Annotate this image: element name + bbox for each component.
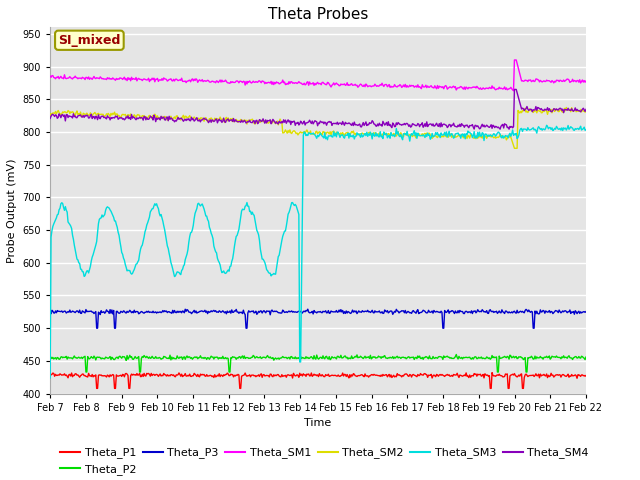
Title: Theta Probes: Theta Probes [268,7,368,22]
X-axis label: Time: Time [305,418,332,428]
Text: SI_mixed: SI_mixed [58,34,120,47]
Y-axis label: Probe Output (mV): Probe Output (mV) [7,158,17,263]
Legend: Theta_P1, Theta_P2, Theta_P3, Theta_SM1, Theta_SM2, Theta_SM3, Theta_SM4: Theta_P1, Theta_P2, Theta_P3, Theta_SM1,… [56,443,593,480]
